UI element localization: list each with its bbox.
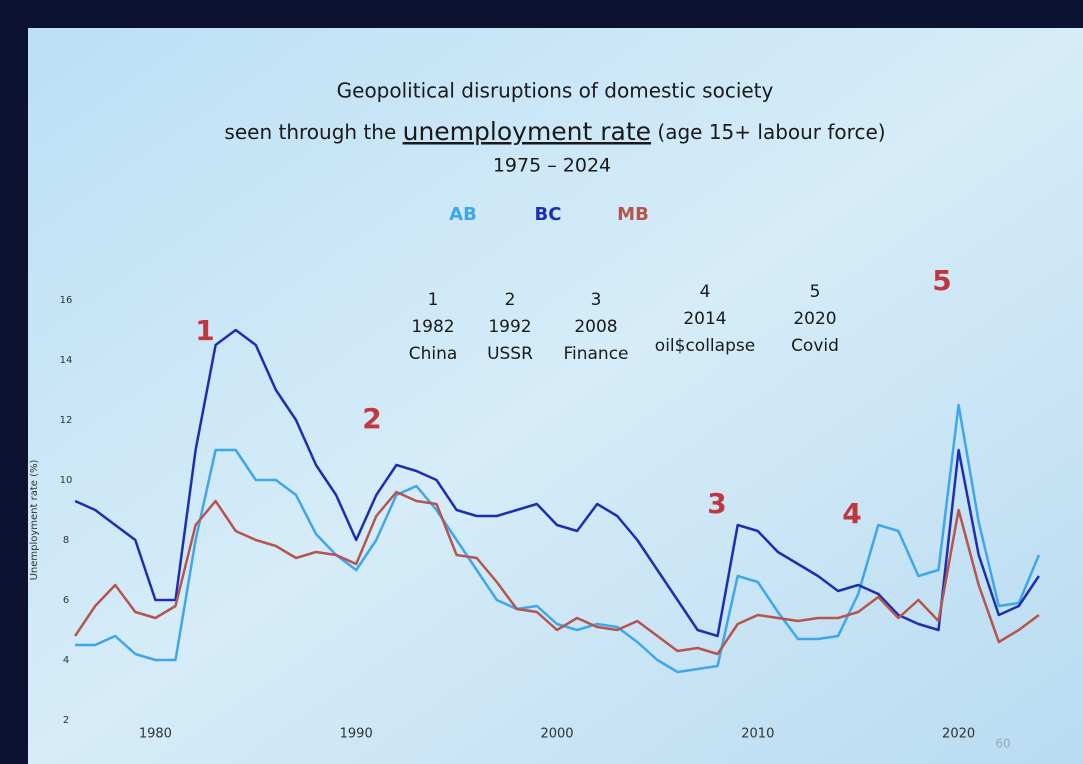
event-label: USSR — [487, 344, 533, 364]
subtitle-suffix: (age 15+ labour force) — [657, 120, 885, 144]
x-tick-label: 2020 — [942, 727, 975, 742]
event-label: Covid — [791, 336, 839, 356]
legend-entry: BC — [535, 204, 562, 225]
event-marker: 3 — [707, 487, 726, 520]
chart-subtitle: seen through the unemployment rate (age … — [224, 117, 885, 146]
line-series — [74, 328, 1040, 638]
event-marker: 4 — [842, 497, 861, 530]
y-tick-label: 10 — [60, 475, 73, 486]
event-marker: 2 — [362, 402, 381, 435]
event-number: 3 — [591, 290, 602, 310]
event-label: China — [409, 344, 458, 364]
y-tick-label: 4 — [63, 655, 69, 666]
event-year: 1982 — [411, 317, 454, 337]
x-tick-label: 1980 — [139, 727, 172, 742]
y-tick-label: 8 — [63, 535, 69, 546]
y-tick-label: 2 — [63, 715, 69, 726]
y-tick-label: 6 — [63, 595, 69, 606]
event-year: 1992 — [488, 317, 531, 337]
line-series — [75, 403, 1041, 674]
event-number: 1 — [428, 290, 439, 310]
chart-title: Geopolitical disruptions of domestic soc… — [337, 79, 774, 103]
event-year: 2008 — [574, 317, 617, 337]
y-tick-label: 16 — [60, 295, 73, 306]
subtitle-prefix: seen through the — [224, 120, 396, 144]
legend-entry: AB — [449, 204, 477, 225]
line-series — [74, 490, 1040, 656]
slide — [28, 28, 1083, 764]
period: 1975 – 2024 — [493, 155, 611, 177]
event-marker: 1 — [195, 314, 214, 347]
y-tick-label: 12 — [60, 415, 73, 426]
y-axis-label: Unemployment rate (%) — [29, 459, 40, 580]
x-tick-label: 2000 — [540, 727, 573, 742]
event-year: 2014 — [683, 309, 726, 329]
event-number: 4 — [700, 282, 711, 302]
event-marker: 5 — [932, 264, 951, 297]
x-tick-label: 2010 — [741, 727, 774, 742]
event-number: 2 — [505, 290, 516, 310]
x-tick-label: 1990 — [340, 727, 373, 742]
event-label: oil$collapse — [655, 336, 755, 356]
subtitle-emphasis: unemployment rate — [403, 117, 651, 146]
event-label: Finance — [563, 344, 628, 364]
y-tick-label: 14 — [60, 355, 73, 366]
event-year: 2020 — [793, 309, 836, 329]
legend-entry: MB — [617, 204, 649, 225]
page-number: 60 — [995, 737, 1010, 751]
event-number: 5 — [810, 282, 821, 302]
